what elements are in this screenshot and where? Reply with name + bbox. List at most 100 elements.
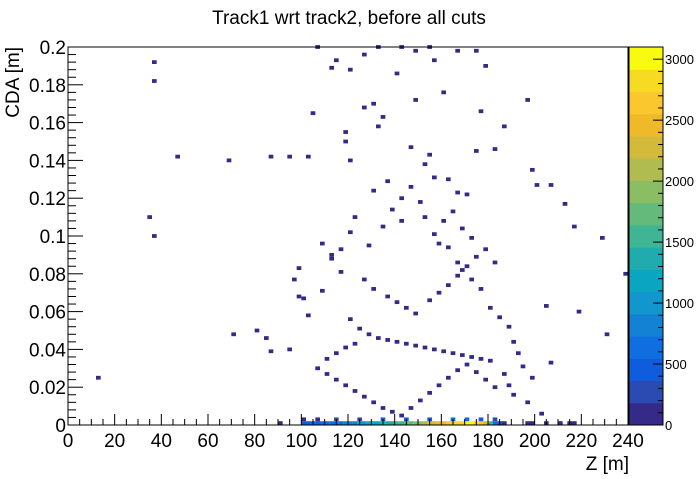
heatmap-cell [483,64,488,68]
heatmap-cell [464,192,470,197]
heatmap-cell [604,332,610,337]
heatmap-cell [366,243,372,248]
heatmap-cell [474,370,479,374]
heatmap-cell [488,305,493,310]
heatmap-cell [310,111,316,116]
heatmap-cell [338,421,344,425]
heatmap-cell [404,305,409,310]
heatmap-cell [376,124,381,129]
heatmap-cell [464,362,470,367]
heatmap-cell [301,421,306,425]
heatmap-cell [390,421,395,425]
heatmap-cell [287,347,292,352]
heatmap-cell [483,421,488,425]
heatmap-cell [464,421,470,425]
heatmap-cell [408,145,414,150]
heatmap-cell [343,139,348,144]
heatmap-cell [306,421,311,425]
heatmap-cell [348,158,353,163]
heatmap-cell [96,375,101,380]
heatmap-cell [427,152,432,157]
heatmap-cell [352,421,358,425]
heatmap-cell [315,417,320,422]
heatmap-cell [502,124,507,129]
heatmap-cell [408,184,414,189]
heatmap-cell [343,345,348,350]
heatmap-cell [254,328,260,333]
heatmap-cell [324,372,330,376]
color-scale-segment [629,247,663,270]
color-scale-segment [629,380,663,404]
heatmap-cell [497,315,502,320]
heatmap-cell [362,277,367,282]
heatmap-cell [264,336,269,340]
heatmap-cell [343,130,348,134]
heatmap-cells [96,45,633,425]
x-tick-label: 160 [425,431,457,452]
heatmap-cell [152,60,157,65]
x-tick-label: 100 [285,431,317,452]
color-scale-segment [629,69,663,92]
heatmap-cell [478,109,484,114]
heatmap-cell [474,48,479,53]
z-tick-label: 500 [665,357,687,372]
heatmap-cell [446,375,451,380]
heatmap-cell [366,421,372,425]
x-tick-label: 200 [519,431,551,452]
heatmap-cell [418,421,423,425]
z-tick-label: 3000 [665,52,694,67]
color-scale-segment [629,135,663,159]
heatmap-cell [371,287,376,291]
heatmap-cell [385,338,390,342]
heatmap-cell [572,421,577,425]
heatmap-cell [348,421,353,425]
heatmap-cell [380,406,386,410]
heatmap-cell [394,300,400,305]
y-tick-label: 0.18 [29,76,66,97]
heatmap-cell [464,417,470,422]
heatmap-cell [385,421,390,425]
heatmap-cell [338,247,344,252]
heatmap-cell [474,149,479,153]
heatmap-cell [520,364,526,369]
heatmap-cell [530,167,535,172]
heatmap-cell [329,256,334,261]
heatmap-cell [418,200,423,204]
color-scale-segment [629,291,663,315]
heatmap-cell [572,224,577,229]
y-tick-label: 0.16 [29,114,66,135]
y-axis-label: CDA [m] [3,47,24,118]
heatmap-cell [576,309,582,314]
heatmap-cell [436,290,442,295]
y-tick-label: 0.12 [29,189,66,210]
heatmap-cell [287,154,292,159]
heatmap-cell [352,215,358,219]
heatmap-cell [413,311,418,316]
heatmap-cell [380,224,386,229]
heatmap-cell [455,273,460,278]
heatmap-cell [352,341,358,346]
heatmap-cell [296,266,302,271]
heatmap-cell [455,48,460,53]
heatmap-cell [548,183,554,187]
heatmap-cell [506,324,512,329]
color-scale-segment [629,202,663,226]
heatmap-cell [478,356,484,361]
heatmap-cell [399,196,404,201]
heatmap-cell [558,421,563,425]
heatmap-cell [394,339,400,344]
x-tick-label: 140 [379,431,411,452]
heatmap-cell [357,326,362,331]
y-tick-label: 0.04 [29,340,66,361]
color-scale-segment [629,158,663,181]
heatmap-cell [320,288,325,293]
heatmap-cell [324,421,330,425]
heatmap-cell [343,383,348,388]
heatmap-cell [390,409,395,414]
y-tick-label: 0.2 [40,38,66,59]
heatmap-cell [306,154,311,159]
heatmap-cell [488,421,493,425]
heatmap-cell [525,421,530,425]
heatmap-cell [441,421,446,425]
heatmap-cell [226,158,232,163]
